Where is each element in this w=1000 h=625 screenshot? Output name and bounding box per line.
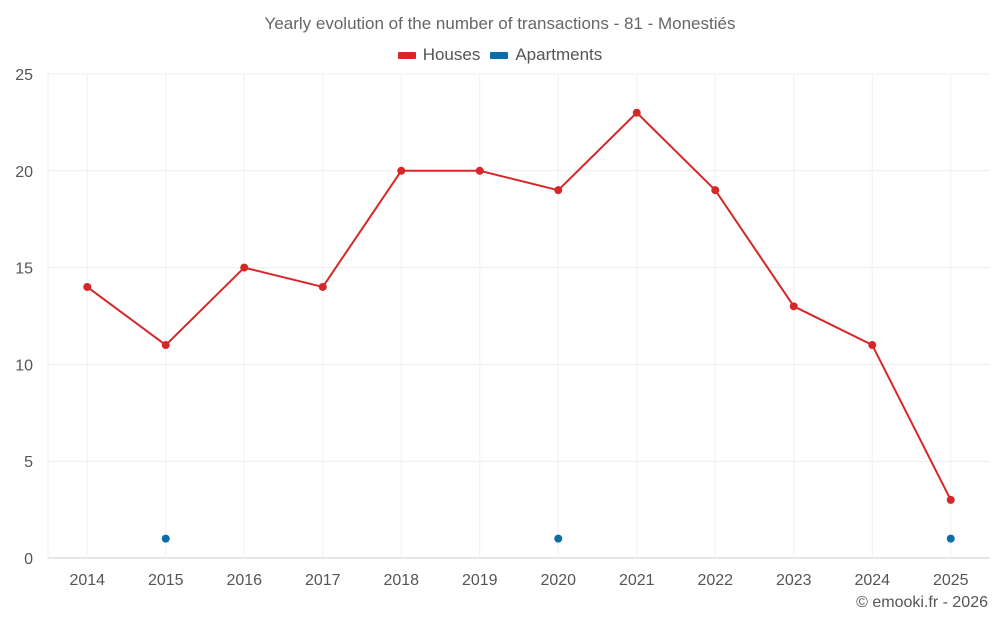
data-point-apartments-2025 <box>946 534 955 543</box>
y-tick-label: 5 <box>24 454 33 471</box>
data-point-apartments-2020 <box>554 534 563 543</box>
x-tick-label: 2021 <box>619 572 655 589</box>
x-tick-label: 2025 <box>933 572 969 589</box>
copyright-credit: © emooki.fr - 2026 <box>856 594 988 611</box>
legend-swatch-apartments <box>490 51 509 59</box>
data-point-houses-2015 <box>161 341 170 350</box>
data-point-houses-2019 <box>475 166 484 175</box>
data-point-houses-2017 <box>318 282 327 291</box>
data-point-houses-2023 <box>789 302 798 311</box>
legend-label-houses: Houses <box>422 45 481 64</box>
legend-item-apartments[interactable]: Apartments <box>490 45 602 65</box>
y-tick-label: 20 <box>15 164 33 181</box>
x-tick-label: 2024 <box>854 572 890 589</box>
x-tick-label: 2019 <box>462 572 498 589</box>
x-tick-label: 2017 <box>305 572 341 589</box>
x-tick-label: 2023 <box>776 572 812 589</box>
data-point-houses-2022 <box>711 186 720 195</box>
y-tick-label: 10 <box>15 357 33 374</box>
x-tick-label: 2020 <box>540 572 576 589</box>
x-tick-label: 2014 <box>69 572 105 589</box>
data-point-houses-2016 <box>240 263 249 272</box>
legend: Houses Apartments <box>0 45 1000 65</box>
legend-swatch-houses <box>397 51 416 59</box>
data-point-houses-2014 <box>83 282 92 291</box>
x-tick-label: 2016 <box>226 572 262 589</box>
data-point-houses-2021 <box>632 108 641 117</box>
chart-title: Yearly evolution of the number of transa… <box>264 14 736 33</box>
data-point-houses-2025 <box>946 495 955 504</box>
y-tick-label: 15 <box>15 261 33 278</box>
x-tick-label: 2022 <box>697 572 733 589</box>
x-tick-label: 2015 <box>148 572 184 589</box>
legend-item-houses[interactable]: Houses <box>397 45 481 65</box>
x-tick-label: 2018 <box>383 572 419 589</box>
y-tick-label: 0 <box>24 551 33 568</box>
y-tick-label: 25 <box>15 67 33 84</box>
data-point-houses-2024 <box>868 341 877 350</box>
data-point-houses-2018 <box>397 166 406 175</box>
legend-label-apartments: Apartments <box>515 45 603 64</box>
data-point-apartments-2015 <box>161 534 170 543</box>
series-line-houses <box>86 111 952 501</box>
data-point-houses-2020 <box>554 186 563 195</box>
